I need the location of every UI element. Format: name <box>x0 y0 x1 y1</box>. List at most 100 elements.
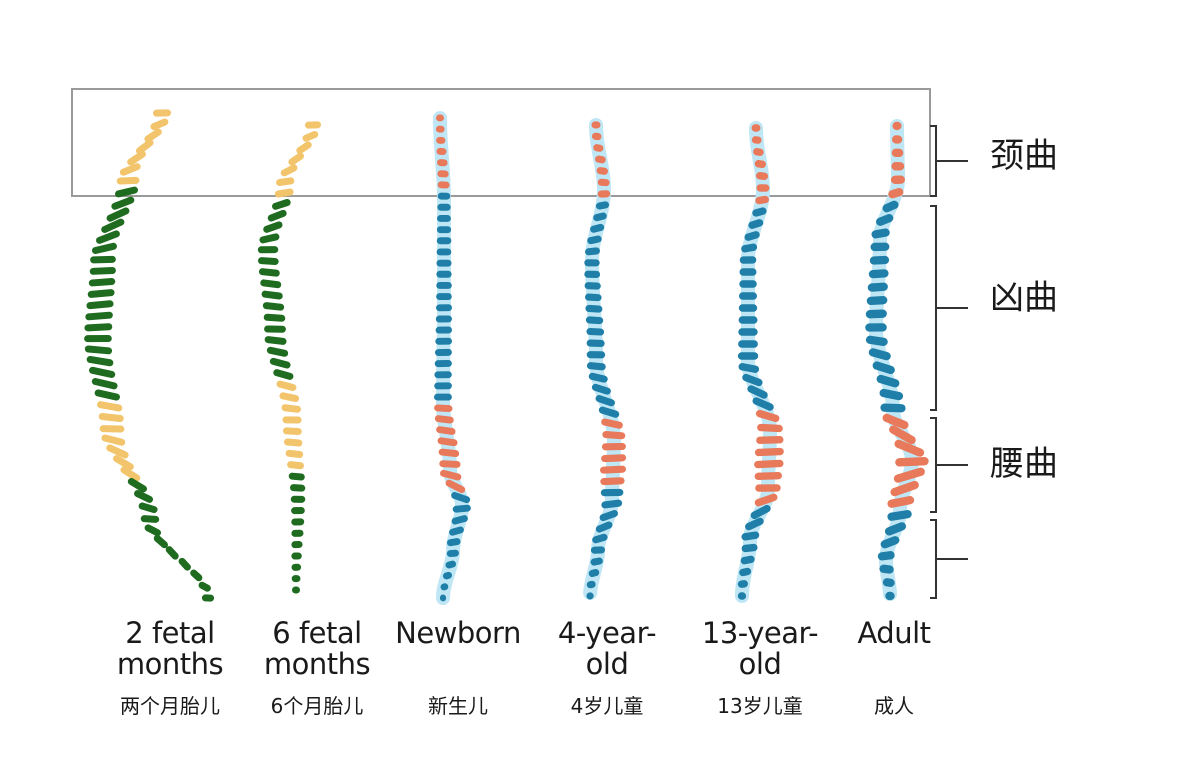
vertebra <box>739 280 757 288</box>
vertebra <box>586 351 606 359</box>
vertebra <box>595 155 606 164</box>
vertebra <box>739 567 752 577</box>
spine-newborn <box>433 111 471 605</box>
vertebra <box>865 335 888 346</box>
vertebra <box>434 415 454 424</box>
vertebra <box>144 128 162 143</box>
vertebra <box>867 282 888 292</box>
vertebra <box>738 340 758 348</box>
vertebra <box>86 355 114 367</box>
vertebra <box>434 382 452 390</box>
vertebra <box>744 231 760 241</box>
vertebra <box>893 467 925 483</box>
vertebra <box>111 196 135 210</box>
vertebra <box>264 325 286 333</box>
vertebra <box>879 388 904 401</box>
vertebra <box>290 484 306 492</box>
vertebra <box>437 192 451 200</box>
vertebra <box>754 459 784 469</box>
vertebra <box>451 515 468 525</box>
vertebra <box>585 293 602 302</box>
vertebra <box>601 454 627 463</box>
vertebra <box>434 371 452 379</box>
vertebra <box>892 121 902 131</box>
vertebra <box>442 571 453 580</box>
vertebra <box>884 522 907 536</box>
vertebra <box>449 526 464 536</box>
vertebra <box>435 326 452 334</box>
vertebra <box>190 569 203 582</box>
vertebra <box>112 455 134 471</box>
vertebra <box>738 316 758 324</box>
vertebra <box>866 296 888 306</box>
vertebra <box>890 175 906 184</box>
vertebra <box>452 504 471 513</box>
vertebra <box>895 457 929 467</box>
vertebra <box>440 583 449 591</box>
vertebra <box>595 201 610 210</box>
vertebra <box>585 304 603 313</box>
vertebra <box>747 385 768 399</box>
vertebra <box>585 247 600 256</box>
vertebra <box>120 466 141 482</box>
vertebra <box>266 346 289 357</box>
vertebra <box>748 219 764 229</box>
stage-label-zh: 6个月胎儿 <box>270 694 364 718</box>
vertebra <box>584 270 601 279</box>
vertebra <box>437 203 451 211</box>
vertebra <box>178 557 191 571</box>
vertebra <box>894 439 925 457</box>
stage-label-en-line1: 13-year- <box>701 616 819 650</box>
vertebra <box>877 551 895 561</box>
vertebra <box>601 499 623 509</box>
vertebra <box>587 235 602 245</box>
vertebra <box>436 259 452 267</box>
vertebra <box>584 282 601 290</box>
stage-label-en-line2: old <box>738 647 782 681</box>
vertebra <box>741 543 758 553</box>
vertebra <box>879 564 894 574</box>
vertebra <box>201 594 215 602</box>
stage-label-zh: 新生儿 <box>428 694 488 718</box>
vertebra <box>153 109 171 117</box>
vertebra <box>750 504 771 520</box>
vertebra <box>436 237 452 245</box>
region-label-lumbar: 腰曲 <box>990 444 1058 484</box>
vertebra <box>144 524 162 537</box>
stage-caption-6-fetal-months: 6 fetal months 6个月胎儿 <box>237 618 397 719</box>
vertebra <box>89 266 116 275</box>
vertebra <box>584 259 600 267</box>
vertebra <box>296 141 312 154</box>
vertebra <box>755 484 781 492</box>
vertebra <box>446 549 459 558</box>
vertebra <box>258 257 279 266</box>
vertebra <box>291 552 302 560</box>
vertebra <box>745 517 764 531</box>
vertebra <box>876 374 900 388</box>
vertebra <box>737 352 759 360</box>
vertebra <box>292 586 300 594</box>
stage-caption-newborn: Newborn 新生儿 <box>378 616 538 719</box>
vertebra <box>600 465 626 474</box>
vertebra <box>260 279 282 289</box>
vertebra <box>272 199 291 210</box>
stage-label-en-line1: 4-year- <box>557 616 657 650</box>
vertebra <box>95 230 120 244</box>
vertebra <box>86 300 114 310</box>
vertebra <box>434 404 453 413</box>
vertebra <box>436 136 446 144</box>
vertebra <box>742 373 763 387</box>
stage-label-en-line1: Newborn <box>395 616 521 650</box>
vertebra <box>885 591 895 601</box>
vertebra <box>588 569 600 578</box>
vertebra <box>84 345 113 355</box>
vertebra <box>291 541 303 549</box>
spines-group <box>84 109 929 605</box>
vertebra <box>599 509 619 522</box>
vertebra <box>738 328 758 336</box>
vertebra <box>754 447 784 457</box>
spine-13-year-old <box>735 121 784 603</box>
vertebra <box>85 311 113 321</box>
vertebra <box>754 159 766 169</box>
